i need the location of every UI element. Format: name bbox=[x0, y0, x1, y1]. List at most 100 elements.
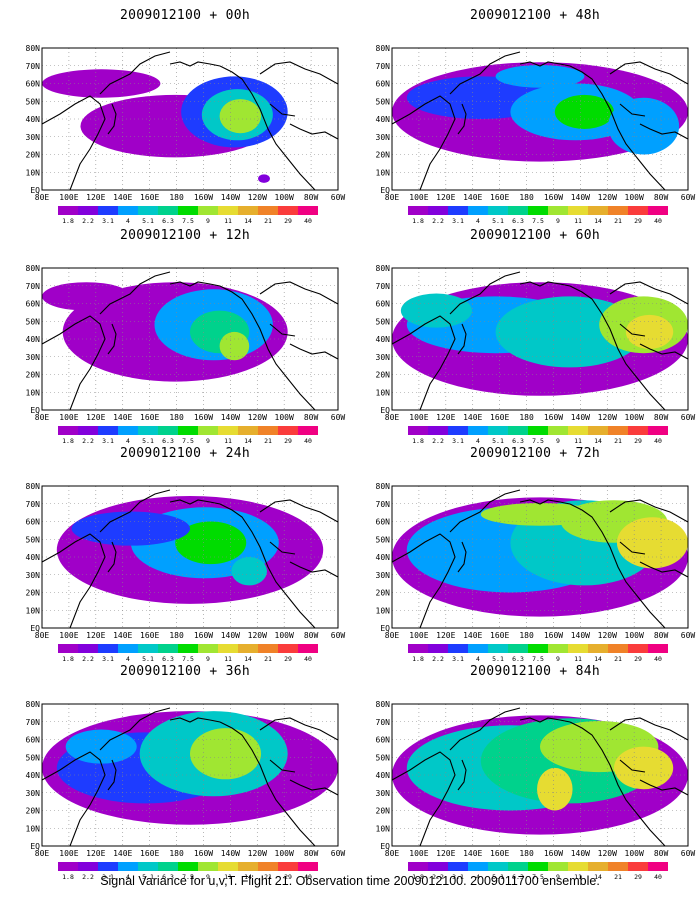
lon-tick-label: 100E bbox=[409, 193, 428, 202]
colorbar-swatch bbox=[548, 426, 568, 435]
coastline bbox=[259, 717, 338, 741]
colorbar-swatch bbox=[258, 644, 278, 653]
colorbar-label: 29 bbox=[284, 437, 292, 445]
colorbar-swatch bbox=[408, 206, 428, 215]
colorbar-label: 6.3 bbox=[162, 437, 174, 445]
coastline bbox=[269, 103, 296, 117]
coastline bbox=[392, 315, 456, 410]
colorbar-swatch bbox=[178, 644, 198, 653]
colorbar-label: 3.1 bbox=[102, 437, 114, 445]
colorbar-label: 40 bbox=[654, 217, 662, 225]
colorbar-swatch bbox=[488, 206, 508, 215]
colorbar-label: 21 bbox=[264, 217, 272, 225]
lat-tick-label: 50N bbox=[376, 317, 391, 326]
colorbar-label: 21 bbox=[614, 873, 622, 881]
colorbar-label: 4 bbox=[126, 873, 130, 881]
variance-contour bbox=[258, 174, 270, 183]
colorbar-swatch bbox=[468, 644, 488, 653]
colorbar-label: 4 bbox=[126, 217, 130, 225]
colorbar-swatch bbox=[78, 862, 98, 871]
panel-title: 2009012100 + 36h bbox=[119, 664, 251, 679]
colorbar-swatch bbox=[488, 862, 508, 871]
colorbar-swatch bbox=[528, 426, 548, 435]
lat-tick-label: 40N bbox=[26, 335, 41, 344]
lon-tick-label: 140E bbox=[463, 849, 482, 858]
lon-tick-label: 140E bbox=[463, 413, 482, 422]
colorbar-swatch bbox=[218, 644, 238, 653]
colorbar-swatch bbox=[278, 426, 298, 435]
lat-tick-label: 70N bbox=[26, 282, 41, 291]
map-panel: 2009012100 + 12h 80N 70N 60N 50N 40N 30N 20N 10N… bbox=[20, 228, 350, 445]
colorbar-swatch bbox=[448, 862, 468, 871]
lat-tick-label: 70N bbox=[26, 500, 41, 509]
colorbar-label: 1.8 bbox=[62, 217, 74, 225]
coastline bbox=[107, 103, 117, 135]
lon-tick-label: 80W bbox=[654, 193, 669, 202]
lon-tick-label: 60W bbox=[681, 631, 696, 640]
coastline bbox=[609, 717, 688, 741]
colorbar-label: 4 bbox=[126, 437, 130, 445]
lon-tick-label: 60W bbox=[331, 193, 346, 202]
colorbar-swatch bbox=[588, 862, 608, 871]
colorbar-label: 3.1 bbox=[102, 655, 114, 663]
lon-tick-label: 120W bbox=[598, 849, 617, 858]
lon-tick-label: 60W bbox=[681, 193, 696, 202]
lat-tick-label: 50N bbox=[26, 97, 41, 106]
variance-contour bbox=[65, 729, 137, 764]
colorbar-swatch bbox=[178, 426, 198, 435]
variance-contour bbox=[190, 728, 262, 780]
colorbar-label: 6.3 bbox=[162, 217, 174, 225]
lon-tick-label: 140W bbox=[571, 193, 590, 202]
lon-tick-label: 120E bbox=[436, 631, 455, 640]
colorbar-swatch bbox=[548, 206, 568, 215]
colorbar-label: 14 bbox=[594, 655, 602, 663]
colorbar-label: 1.8 bbox=[412, 655, 424, 663]
map-panel: 2009012100 + 48h 80N 70N 60N 50N 40N 30N 20N 10N… bbox=[370, 8, 700, 225]
coastline bbox=[259, 499, 338, 523]
colorbar-label: 5.1 bbox=[492, 437, 504, 445]
lon-tick-label: 160W bbox=[544, 193, 563, 202]
lon-tick-label: 140W bbox=[221, 631, 240, 640]
colorbar-swatch bbox=[588, 206, 608, 215]
colorbar-label: 2.2 bbox=[82, 217, 94, 225]
colorbar-label: 1.8 bbox=[412, 873, 424, 881]
lat-tick-label: 20N bbox=[26, 151, 41, 160]
lat-tick-label: EQ bbox=[380, 406, 390, 415]
colorbar-swatch bbox=[198, 862, 218, 871]
lon-tick-label: 180 bbox=[169, 849, 184, 858]
lon-tick-label: 140E bbox=[463, 631, 482, 640]
coastline bbox=[99, 489, 171, 533]
colorbar-swatch bbox=[448, 644, 468, 653]
colorbar-label: 9 bbox=[206, 655, 210, 663]
coastline bbox=[259, 281, 338, 305]
colorbar-swatch bbox=[158, 426, 178, 435]
coastline bbox=[42, 751, 106, 846]
colorbar-label: 2.2 bbox=[432, 873, 444, 881]
lat-tick-label: 30N bbox=[376, 571, 391, 580]
colorbar-swatch bbox=[58, 206, 78, 215]
lat-tick-label: 10N bbox=[26, 824, 41, 833]
lon-tick-label: 140E bbox=[463, 193, 482, 202]
lon-tick-label: 140E bbox=[113, 413, 132, 422]
lat-tick-label: 80N bbox=[26, 700, 41, 709]
lat-tick-label: EQ bbox=[30, 624, 40, 633]
map-panel: 2009012100 + 36h 80N 70N 60N 50N 40N 30N 20N 10N… bbox=[20, 664, 350, 881]
colorbar-label: 3.1 bbox=[452, 655, 464, 663]
lon-tick-label: 160E bbox=[140, 193, 159, 202]
colorbar-label: 3.1 bbox=[452, 437, 464, 445]
lat-tick-label: 80N bbox=[26, 44, 41, 53]
colorbar-label: 2.2 bbox=[432, 655, 444, 663]
colorbar-swatch bbox=[238, 426, 258, 435]
colorbar-label: 11 bbox=[574, 873, 582, 881]
colorbar-swatch bbox=[78, 426, 98, 435]
variance-contour bbox=[625, 314, 674, 349]
colorbar-label: 21 bbox=[614, 655, 622, 663]
colorbar-label: 11 bbox=[574, 217, 582, 225]
colorbar-swatch bbox=[298, 644, 318, 653]
lon-tick-label: 80E bbox=[385, 849, 400, 858]
variance-contour bbox=[614, 746, 674, 790]
